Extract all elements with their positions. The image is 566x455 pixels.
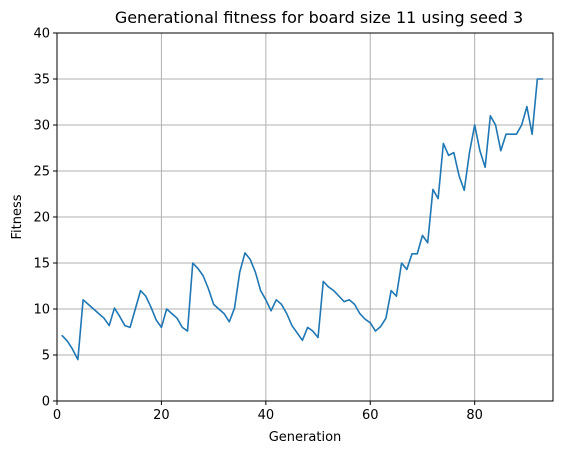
grid-lines — [56, 32, 553, 402]
x-tick-label: 20 — [153, 408, 170, 423]
y-tick-label: 0 — [42, 395, 50, 410]
series-line — [61, 78, 544, 361]
series-layer — [61, 78, 544, 361]
x-tick-label: 80 — [466, 408, 483, 423]
y-tick-label: 40 — [33, 27, 50, 42]
y-tick-label: 10 — [33, 303, 50, 318]
y-tick-label: 30 — [33, 119, 50, 134]
y-tick-label: 35 — [33, 73, 50, 88]
chart-title: Generational fitness for board size 11 u… — [115, 8, 523, 27]
x-axis-label: Generation — [269, 430, 342, 445]
y-axis-label: Fitness — [10, 194, 25, 239]
tick-layer: 0 20 40 60 80 0 5 10 15 20 25 30 35 40 — [33, 27, 483, 424]
x-tick-label: 0 — [53, 408, 61, 423]
y-tick-label: 20 — [33, 211, 50, 226]
x-tick-label: 60 — [362, 408, 379, 423]
y-tick-label: 5 — [42, 349, 50, 364]
y-tick-label: 15 — [33, 257, 50, 272]
y-tick-label: 25 — [33, 165, 50, 180]
x-tick-label: 40 — [258, 408, 275, 423]
